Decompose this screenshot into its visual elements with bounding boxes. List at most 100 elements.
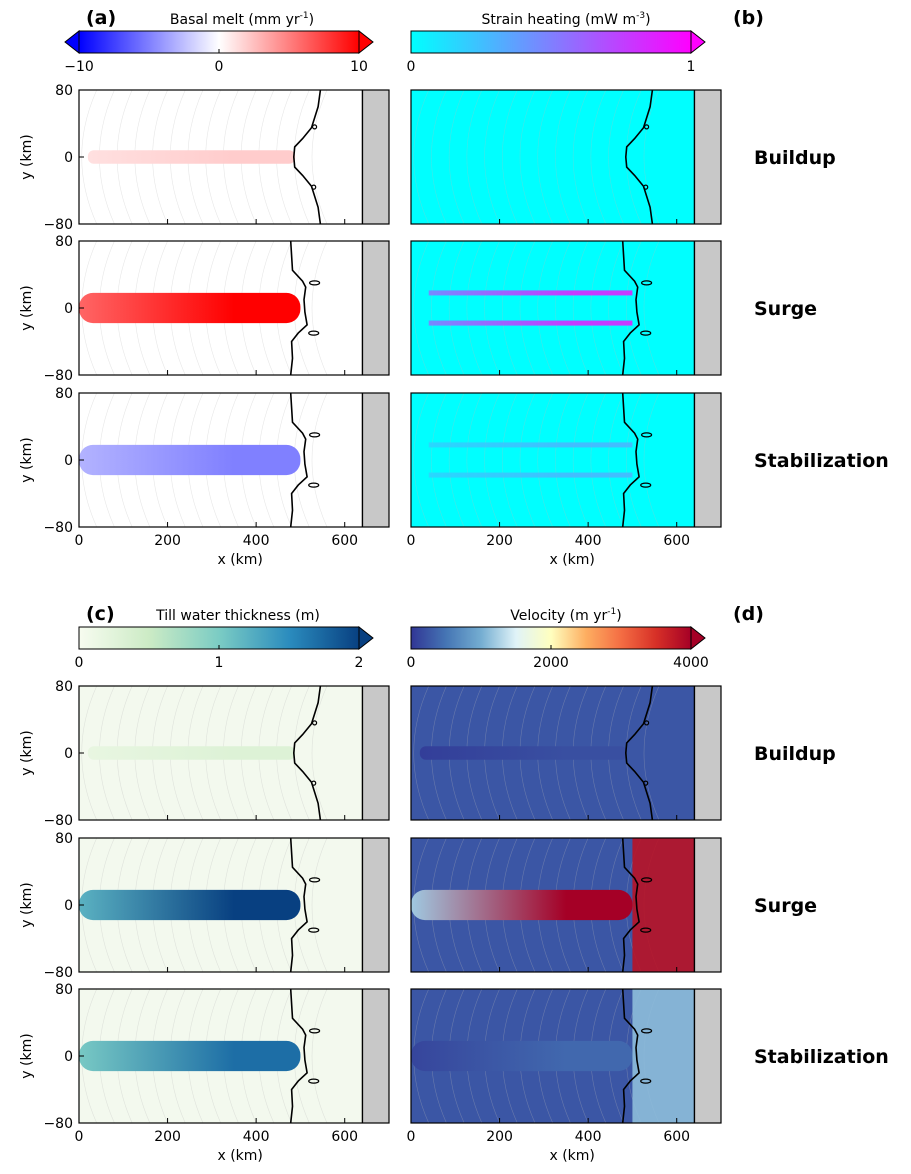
ocean-mask — [694, 90, 721, 224]
ocean-mask — [362, 838, 389, 972]
map-b-surge — [410, 240, 722, 376]
contour-line — [555, 90, 571, 224]
y-tick-label: 0 — [64, 1049, 73, 1065]
y-tick-label: 80 — [55, 386, 73, 402]
shear-margin — [428, 320, 633, 326]
y-axis-label: y (km) — [19, 882, 35, 927]
grounding-line — [624, 686, 654, 820]
colorbar-title-b: Strain heating (mW m-3) — [481, 11, 650, 28]
map-background — [411, 393, 721, 527]
map-a-surge — [78, 240, 390, 376]
axes-frame — [410, 685, 722, 821]
contour-line — [413, 90, 429, 224]
phase-label-stabilization: Stabilization — [754, 1046, 889, 1068]
y-tick-label: 80 — [55, 83, 73, 99]
contour-line — [311, 838, 328, 972]
map-c-surge — [78, 837, 390, 973]
contour-line — [413, 686, 429, 820]
contour-line — [431, 393, 447, 527]
colorbar-extend-min — [64, 29, 80, 55]
pinning-point — [640, 280, 653, 286]
grounding-line — [289, 241, 308, 375]
panel-label-c: (c) — [86, 603, 115, 625]
axes-frame — [410, 240, 722, 376]
pinning-point — [308, 330, 320, 336]
contour-line — [519, 393, 536, 527]
y-tick-label: 0 — [64, 150, 73, 166]
y-axis-label: y (km) — [19, 285, 35, 330]
map-a-buildup — [78, 89, 390, 225]
colorbar-title-c: Till water thickness (m) — [155, 608, 320, 624]
x-tick-label: 0 — [407, 1129, 416, 1145]
colorbar-title-d: Velocity (m yr-1) — [510, 607, 621, 624]
panel-label-a: (a) — [86, 7, 116, 29]
y-tick-label: −80 — [43, 520, 73, 536]
contour-line — [608, 241, 624, 375]
map-c-buildup — [78, 685, 390, 821]
contour-line — [625, 241, 642, 375]
y-tick-label: −80 — [43, 813, 73, 829]
contour-line — [501, 241, 518, 375]
axes-frame — [410, 988, 722, 1124]
pinning-point — [309, 877, 321, 883]
grounding-line — [289, 989, 308, 1123]
grounding-line — [289, 838, 308, 972]
pinning-point — [640, 330, 652, 336]
x-axis-label: x (km) — [549, 1148, 594, 1164]
y-axis-label: y (km) — [19, 134, 35, 179]
y-tick-label: 0 — [64, 301, 73, 317]
colorbar-tick-label: 0 — [75, 655, 84, 671]
contour-lines — [413, 241, 660, 375]
pinning-point — [643, 124, 650, 130]
pinning-point — [312, 720, 318, 726]
contour-line — [572, 90, 589, 224]
colorbar-c: 0 1 2 — [75, 625, 374, 671]
contour-line — [311, 989, 328, 1123]
x-tick-label: 200 — [486, 533, 513, 549]
panel-label-b: (b) — [733, 7, 764, 29]
pinning-point — [308, 482, 320, 488]
phase-label-buildup: Buildup — [754, 743, 836, 765]
phase-label-surge: Surge — [754, 895, 817, 917]
contour-lines — [413, 393, 660, 527]
y-tick-label: −80 — [43, 217, 73, 233]
y-axis-label: y (km) — [19, 437, 35, 482]
ice-stream-band — [87, 746, 296, 760]
contour-line — [555, 241, 571, 375]
contour-line — [311, 90, 328, 224]
contour-line — [537, 241, 553, 375]
contour-line — [643, 90, 660, 224]
ocean-mask — [362, 90, 389, 224]
pinning-point — [640, 1078, 652, 1084]
pinning-point — [308, 1078, 320, 1084]
pinning-point — [311, 780, 317, 786]
colorbar-extend-max — [690, 29, 706, 55]
phase-label-buildup: Buildup — [754, 147, 836, 169]
ice-shelf-flow — [632, 838, 695, 972]
x-tick-label: 200 — [154, 533, 181, 549]
ice-stream-band — [411, 889, 633, 921]
ice-stream-band — [79, 444, 301, 476]
y-tick-label: 0 — [64, 746, 73, 762]
grounding-line — [621, 838, 640, 972]
ocean-mask — [694, 838, 721, 972]
contour-line — [501, 393, 518, 527]
grounding-line — [624, 90, 654, 224]
y-tick-label: 80 — [55, 831, 73, 847]
colorbar-a: −10 0 10 — [64, 29, 374, 75]
pinning-point — [643, 780, 649, 786]
map-b-stabilization — [410, 392, 722, 528]
pinning-point — [640, 432, 653, 438]
grounding-line — [289, 393, 308, 527]
pinning-point — [640, 927, 652, 933]
x-tick-label: 400 — [243, 1129, 270, 1145]
ice-stream-band — [87, 150, 296, 164]
contour-line — [590, 241, 607, 375]
pinning-point — [640, 877, 653, 883]
contour-line — [608, 393, 624, 527]
pinning-point — [643, 184, 649, 190]
y-tick-label: 80 — [55, 982, 73, 998]
y-tick-label: 0 — [64, 898, 73, 914]
contour-line — [625, 393, 642, 527]
